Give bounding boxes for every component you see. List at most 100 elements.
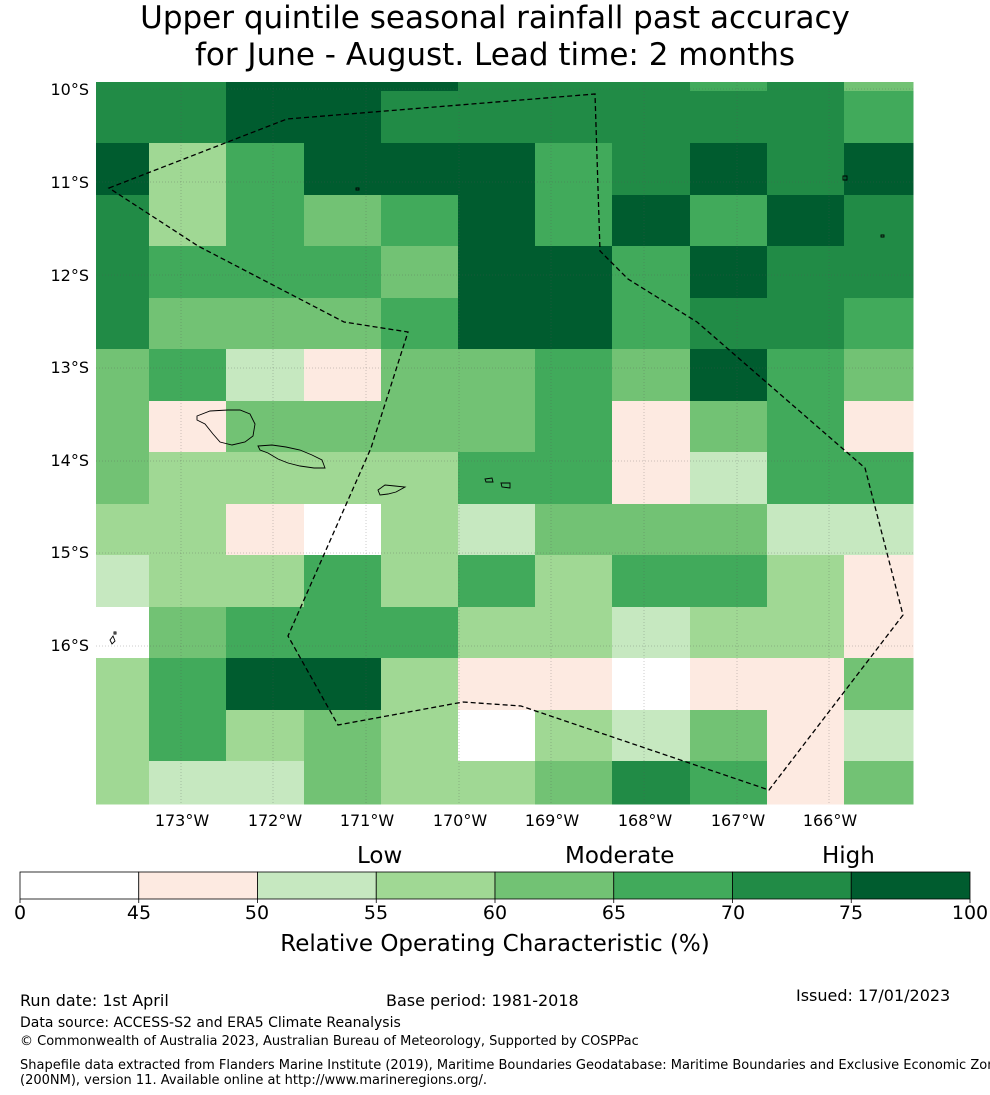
grid-cell (381, 761, 459, 805)
grid-cell (844, 452, 914, 505)
grid-cell (690, 349, 768, 402)
grid-cell (381, 710, 459, 762)
grid-cell (226, 246, 305, 299)
grid-cell (612, 143, 691, 196)
grid-cell (767, 82, 845, 92)
grid-cell (535, 607, 613, 659)
grid-cell (612, 504, 691, 556)
map-gridlines (96, 82, 913, 804)
grid-cell (767, 761, 845, 805)
grid-cell (96, 710, 150, 762)
grid-cell (690, 143, 768, 196)
title-line-2: for June - August. Lead time: 2 months (194, 37, 796, 73)
colorbar-tick-0: 0 (13, 902, 27, 924)
grid-cell (612, 195, 691, 247)
grid-cell (304, 82, 382, 92)
lat-label-10s: 10°S (50, 80, 89, 99)
colorbar-tick-50: 50 (244, 902, 270, 924)
grid-cell (612, 761, 691, 805)
grid-cell (458, 349, 536, 402)
grid-cell (96, 143, 150, 196)
grid-cell (612, 607, 691, 659)
grid-cell (612, 349, 691, 402)
grid-cell (149, 195, 227, 247)
colorbar-tick-55: 55 (363, 902, 389, 924)
grid-cell (226, 452, 305, 505)
grid-cell (149, 143, 227, 196)
grid-cell (149, 91, 227, 144)
grid-cell (381, 246, 459, 299)
grid-cell (535, 91, 613, 144)
grid-cell (304, 298, 382, 350)
grid-cell (149, 555, 227, 608)
colorbar-tick-45: 45 (126, 902, 152, 924)
grid-cell (96, 658, 150, 711)
grid-cell (149, 607, 227, 659)
island-ne-small (842, 175, 885, 238)
grid-cell (767, 504, 845, 556)
grid-cell (844, 349, 914, 402)
grid-cell (612, 555, 691, 608)
shapefile-credit-2: (200NM), version 11. Available online at… (20, 1073, 488, 1088)
grid-cell (149, 82, 227, 92)
grid-cell (226, 401, 305, 453)
grid-cell (767, 298, 845, 350)
grid-cell (96, 298, 150, 350)
grid-cell (458, 504, 536, 556)
grid-cell (767, 710, 845, 762)
grid-cell (381, 504, 459, 556)
grid-cell (767, 195, 845, 247)
title-line-1: Upper quintile seasonal rainfall past ac… (140, 0, 850, 36)
grid-cell (96, 607, 150, 659)
grid-cell (226, 658, 305, 711)
grid-cell (844, 143, 914, 196)
grid-cell (381, 143, 459, 196)
grid-cell (96, 452, 150, 505)
grid-cell (226, 504, 305, 556)
grid-cell (304, 710, 382, 762)
colorbar-segment (494, 871, 615, 900)
lat-label-13s: 13°S (50, 358, 89, 377)
grid-cell (535, 246, 613, 299)
grid-cell (690, 607, 768, 659)
grid-cell (304, 246, 382, 299)
grid-cell (844, 298, 914, 350)
grid-cell (381, 401, 459, 453)
colorbar-tick-100: 100 (951, 902, 989, 924)
grid-cell (381, 298, 459, 350)
category-high: High (822, 843, 875, 869)
grid-cell (381, 452, 459, 505)
grid-cell (690, 195, 768, 247)
grid-cell (226, 710, 305, 762)
grid-cell (149, 246, 227, 299)
grid-cell (844, 504, 914, 556)
grid-cell (535, 658, 613, 711)
grid-cell (304, 452, 382, 505)
lon-label-171w: 171°W (339, 811, 395, 830)
grid-cell (226, 349, 305, 402)
grid-cell (96, 349, 150, 402)
lat-label-14s: 14°S (50, 451, 89, 470)
grid-cell (844, 710, 914, 762)
grid-cell (381, 555, 459, 608)
colorbar (19, 871, 971, 903)
colorbar-segment (257, 871, 377, 900)
grid-cell (535, 298, 613, 350)
lon-label-169w: 169°W (524, 811, 580, 830)
grid-cell (458, 607, 536, 659)
grid-cell (458, 82, 536, 92)
grid-cell (767, 401, 845, 453)
grid-cell (767, 658, 845, 711)
colorbar-tick-75: 75 (838, 902, 864, 924)
grid-cell (535, 710, 613, 762)
grid-cell (612, 452, 691, 505)
grid-cell (690, 298, 768, 350)
grid-cell (149, 658, 227, 711)
grid-cell (458, 710, 536, 762)
lat-label-11s: 11°S (50, 173, 89, 192)
lon-label-168w: 168°W (617, 811, 673, 830)
grid-cell (458, 658, 536, 711)
grid-cell (304, 143, 382, 196)
grid-cell (535, 349, 613, 402)
